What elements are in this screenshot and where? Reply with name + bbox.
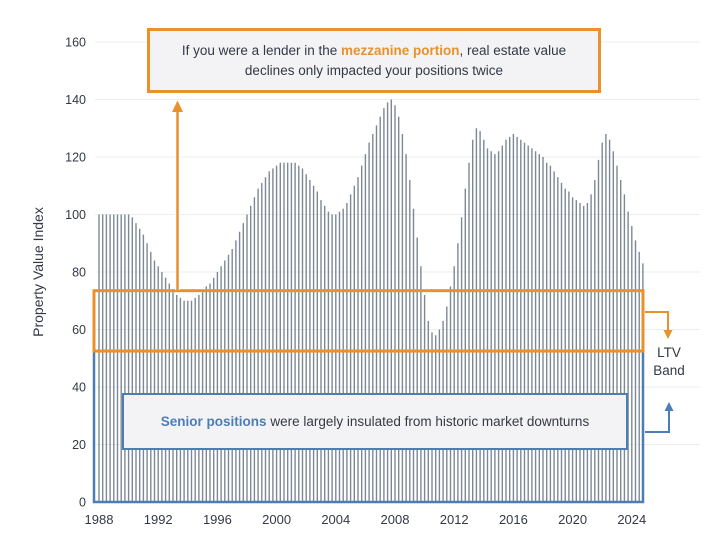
y-tick-labels: 0 20 40 60 80 100 120 140 160	[65, 36, 86, 510]
svg-text:2016: 2016	[499, 512, 528, 527]
ltv-band-label: LTV Band	[653, 345, 685, 379]
senior-annotation-box: Senior positions were largely insulated …	[122, 393, 628, 450]
svg-text:2008: 2008	[381, 512, 410, 527]
svg-text:80: 80	[72, 266, 86, 280]
svg-text:100: 100	[65, 208, 86, 222]
svg-text:2004: 2004	[321, 512, 350, 527]
mezzanine-annotation-box: If you were a lender in the mezzanine po…	[147, 28, 601, 93]
svg-text:1992: 1992	[144, 512, 173, 527]
svg-text:20: 20	[72, 438, 86, 452]
svg-text:160: 160	[65, 36, 86, 50]
ltv-connector-blue-arrow	[645, 402, 674, 433]
mezzanine-arrow	[172, 100, 183, 290]
svg-text:40: 40	[72, 381, 86, 395]
svg-text:2024: 2024	[617, 512, 646, 527]
svg-text:1988: 1988	[85, 512, 114, 527]
svg-text:2020: 2020	[558, 512, 587, 527]
svg-text:120: 120	[65, 151, 86, 165]
svg-text:60: 60	[72, 323, 86, 337]
svg-text:1996: 1996	[203, 512, 232, 527]
senior-highlight: Senior positions	[160, 413, 267, 429]
mezzanine-annotation-line1: If you were a lender in the mezzanine po…	[181, 42, 567, 58]
svg-text:140: 140	[65, 93, 86, 107]
senior-annotation-line: Senior positions were largely insulated …	[160, 413, 590, 429]
mezzanine-band-rect	[92, 289, 645, 353]
mezzanine-annotation-line2: declines only impacted your positions tw…	[244, 62, 504, 78]
svg-text:0: 0	[79, 496, 86, 510]
x-tick-labels: 1988 1992 1996 2000 2004 2008 2012 2016 2020 2024	[85, 512, 647, 527]
ltv-connector-orange-arrow	[645, 311, 673, 339]
mezzanine-highlight: mezzanine portion	[341, 42, 460, 58]
svg-text:2012: 2012	[440, 512, 469, 527]
y-axis-title: Property Value Index	[30, 207, 46, 337]
svg-text:2000: 2000	[262, 512, 291, 527]
